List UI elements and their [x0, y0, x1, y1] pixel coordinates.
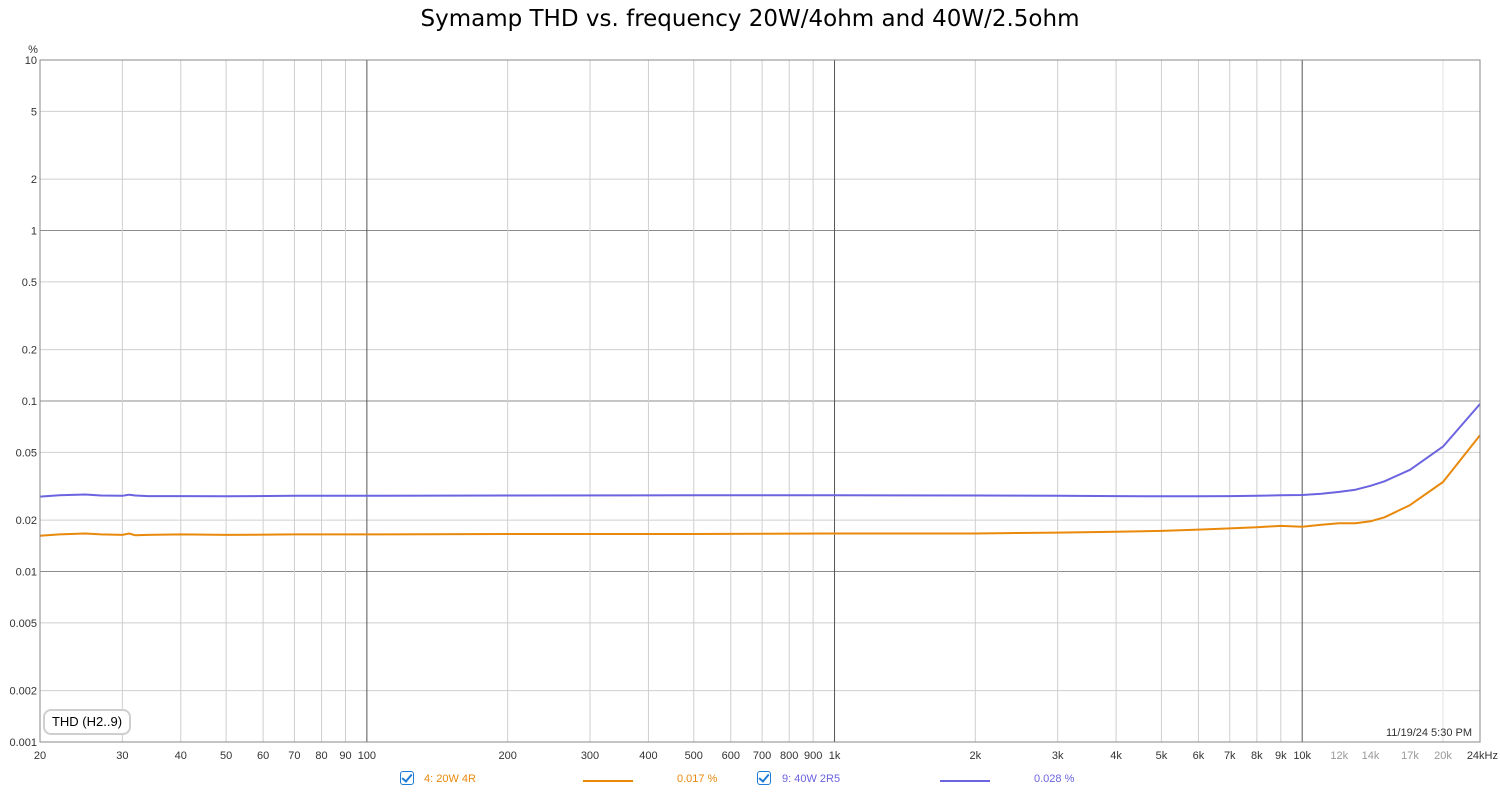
y-tick-label: 0.1 — [22, 396, 37, 408]
y-tick-label: 0.05 — [16, 447, 37, 459]
x-tick-label: 100 — [358, 750, 376, 762]
x-tick-label: 700 — [753, 750, 771, 762]
y-axis-unit: % — [28, 44, 38, 56]
x-tick-label: 5k — [1156, 750, 1168, 762]
x-tick-label: 500 — [685, 750, 703, 762]
x-tick-label: 300 — [581, 750, 599, 762]
y-tick-label: 0.02 — [16, 515, 37, 527]
y-tick-label: 0.001 — [9, 737, 37, 749]
x-axis-ticks: 20 30 40 50 60 70 80 90 100 200 300 400 500 600 700 800… — [34, 750, 1498, 762]
x-tick-label: 4k — [1110, 750, 1122, 762]
x-tick-label: 50 — [220, 750, 232, 762]
x-tick-label: 90 — [339, 750, 351, 762]
series-2-label: 9: 40W 2R5 — [782, 773, 841, 785]
series-1-swatch — [583, 780, 633, 782]
x-tick-label: 6k — [1193, 750, 1205, 762]
timestamp: 11/19/24 5:30 PM — [1386, 727, 1473, 739]
x-tick-label: 14k — [1362, 750, 1380, 762]
x-tick-label: 8k — [1251, 750, 1263, 762]
x-tick-label: 70 — [288, 750, 300, 762]
series-2-swatch — [940, 780, 990, 782]
x-tick-label: 3k — [1052, 750, 1064, 762]
x-tick-label: 7k — [1224, 750, 1236, 762]
y-tick-label: 0.002 — [9, 686, 37, 698]
y-tick-label: 0.005 — [9, 618, 37, 630]
x-tick-label: 60 — [257, 750, 269, 762]
x-tick-label: 900 — [804, 750, 822, 762]
x-tick-label: 1k — [829, 750, 841, 762]
x-tick-label: 400 — [639, 750, 657, 762]
x-tick-label: 200 — [498, 750, 516, 762]
y-tick-label: 10 — [25, 55, 37, 67]
x-tick-label: 12k — [1330, 750, 1348, 762]
x-tick-label: 20k — [1434, 750, 1452, 762]
series-2-value: 0.028 % — [1034, 773, 1075, 785]
series-2-checkbox[interactable] — [757, 771, 771, 785]
x-tick-label: 20 — [34, 750, 46, 762]
y-axis-ticks: 10 5 2 1 0.5 0.2 0.1 0.05 0.02 0.01 0.005 0.002 0.00… — [9, 55, 37, 749]
chart-title: Symamp THD vs. frequency 20W/4ohm and 40… — [420, 6, 1080, 32]
y-tick-label: 5 — [31, 106, 37, 118]
legend: 4: 20W 4R 0.017 % 9: 40W 2R5 0.028 % — [0, 770, 1500, 792]
x-tick-label: 600 — [722, 750, 740, 762]
x-tick-label: 24kHz — [1467, 750, 1498, 762]
x-tick-label: 80 — [315, 750, 327, 762]
series-1-value: 0.017 % — [677, 773, 718, 785]
x-tick-label: 30 — [116, 750, 128, 762]
y-tick-label: 2 — [31, 174, 37, 186]
plot-frame — [39, 59, 1481, 743]
series-line-2 — [39, 403, 1481, 498]
grid — [39, 59, 1481, 743]
series-1-label: 4: 20W 4R — [424, 773, 476, 785]
y-tick-label: 1 — [31, 226, 37, 238]
series-lines — [39, 403, 1481, 537]
x-tick-label: 17k — [1401, 750, 1419, 762]
metric-selector[interactable]: THD (H2..9) — [43, 709, 131, 735]
y-tick-label: 0.5 — [22, 277, 37, 289]
series-1-checkbox[interactable] — [400, 771, 414, 785]
x-tick-label: 800 — [780, 750, 798, 762]
y-tick-label: 0.2 — [22, 345, 37, 357]
y-tick-label: 0.01 — [16, 567, 37, 579]
x-tick-label: 10k — [1293, 750, 1311, 762]
x-tick-label: 2k — [970, 750, 982, 762]
series-line-1 — [39, 434, 1481, 537]
x-tick-label: 40 — [175, 750, 187, 762]
x-tick-label: 9k — [1275, 750, 1287, 762]
